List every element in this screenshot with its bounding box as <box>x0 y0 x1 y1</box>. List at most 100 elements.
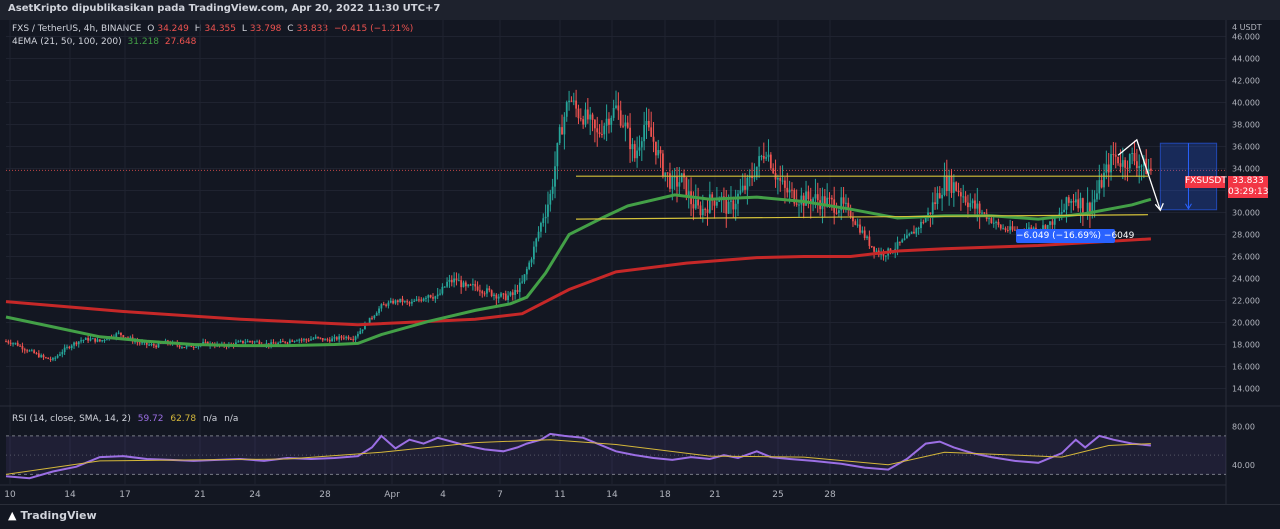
candle-body <box>967 202 969 208</box>
time-tick-label: 21 <box>194 490 205 500</box>
candle-body <box>429 295 432 298</box>
trendline <box>575 214 1149 220</box>
ema-label[interactable]: 4EMA (21, 50, 100, 200) <box>12 37 122 47</box>
candle-body <box>9 342 12 344</box>
candle-body <box>997 221 1000 225</box>
candle-body <box>582 119 585 125</box>
candle-body <box>500 293 502 297</box>
price-tick-label: 46.000 <box>1232 33 1260 42</box>
candle-body <box>490 290 493 296</box>
price-tick-label: 14.000 <box>1232 385 1260 394</box>
candle-body <box>1119 163 1122 167</box>
candle-body <box>373 315 376 319</box>
candle-body <box>270 342 273 346</box>
projection-arrow <box>1117 138 1161 211</box>
candle-body <box>687 191 690 198</box>
candle-body <box>697 199 700 206</box>
candle-body <box>493 294 495 296</box>
candle-body <box>962 196 965 198</box>
candle-body <box>129 337 132 339</box>
candle-body <box>988 218 990 220</box>
candle-body <box>934 202 936 204</box>
candle-body <box>481 291 484 294</box>
candle-body <box>856 224 859 226</box>
candle-body <box>54 357 57 359</box>
candle-body <box>141 342 143 344</box>
candle-body <box>931 202 934 214</box>
candle-body <box>913 231 915 234</box>
candle-body <box>990 218 993 223</box>
candle-body <box>859 224 861 233</box>
candle-body <box>753 177 756 179</box>
candle-body <box>840 197 843 211</box>
candle-body <box>730 200 732 202</box>
candle-body <box>368 317 371 325</box>
candle-body <box>277 342 280 345</box>
candle-body <box>537 231 540 239</box>
candle-body <box>286 342 289 344</box>
candle-body <box>760 155 763 157</box>
candle-body <box>572 100 575 102</box>
candle-body <box>751 175 753 179</box>
candle-body <box>659 149 662 154</box>
candle-body <box>544 216 547 219</box>
candle-body <box>1072 201 1075 203</box>
footer-bar <box>0 504 1280 529</box>
candle-body <box>33 350 36 354</box>
candle-body <box>558 127 561 144</box>
candle-body <box>854 221 857 225</box>
candle-body <box>507 295 509 300</box>
candle-body <box>1053 216 1056 225</box>
candle-body <box>631 144 634 150</box>
candle-body <box>1091 202 1094 213</box>
candle-body <box>63 347 66 352</box>
candle-body <box>453 278 456 283</box>
candle-body <box>249 341 251 343</box>
candle-body <box>291 340 294 342</box>
time-tick-label: 28 <box>319 490 331 500</box>
candle-body <box>971 200 974 204</box>
candle-body <box>1138 166 1141 169</box>
candle-body <box>504 293 507 300</box>
candle-body <box>715 201 718 206</box>
candle-body <box>148 344 151 346</box>
candle-body <box>202 341 204 344</box>
candle-body <box>246 341 249 343</box>
candle-body <box>122 335 125 338</box>
candle-body <box>307 340 310 342</box>
candle-body <box>462 282 465 288</box>
candle-body <box>19 345 21 347</box>
candle-body <box>645 120 648 125</box>
candle-body <box>338 336 341 340</box>
candle-body <box>450 279 453 283</box>
candle-body <box>1114 154 1117 157</box>
measure-arrow-head <box>1185 203 1192 210</box>
candle-body <box>432 297 434 299</box>
candle-body <box>1126 167 1129 169</box>
time-tick-label: 7 <box>497 490 503 500</box>
candle-body <box>723 196 725 198</box>
symbol-label[interactable]: FXS / TetherUS, 4h, BINANCE <box>12 24 142 34</box>
candle-body <box>849 209 852 218</box>
candle-body <box>823 196 826 207</box>
candle-body <box>995 221 997 223</box>
candle-body <box>915 228 918 234</box>
rsi-label[interactable]: RSI (14, close, SMA, 14, 2) <box>12 414 131 424</box>
candle-body <box>244 342 247 344</box>
candle-body <box>734 203 737 210</box>
candle-body <box>305 339 308 341</box>
candle-body <box>134 341 136 343</box>
candle-body <box>1074 199 1077 203</box>
candle-body <box>331 338 334 342</box>
candle-body <box>441 286 444 294</box>
candle-body <box>772 168 775 174</box>
candle-body <box>908 233 911 236</box>
candle-body <box>615 105 617 109</box>
candle-body <box>1089 202 1091 213</box>
candle-body <box>943 175 946 195</box>
candle-body <box>554 166 556 187</box>
high-label: H 34.355 <box>194 24 237 34</box>
candle-body <box>793 189 796 204</box>
candle-body <box>903 238 906 240</box>
